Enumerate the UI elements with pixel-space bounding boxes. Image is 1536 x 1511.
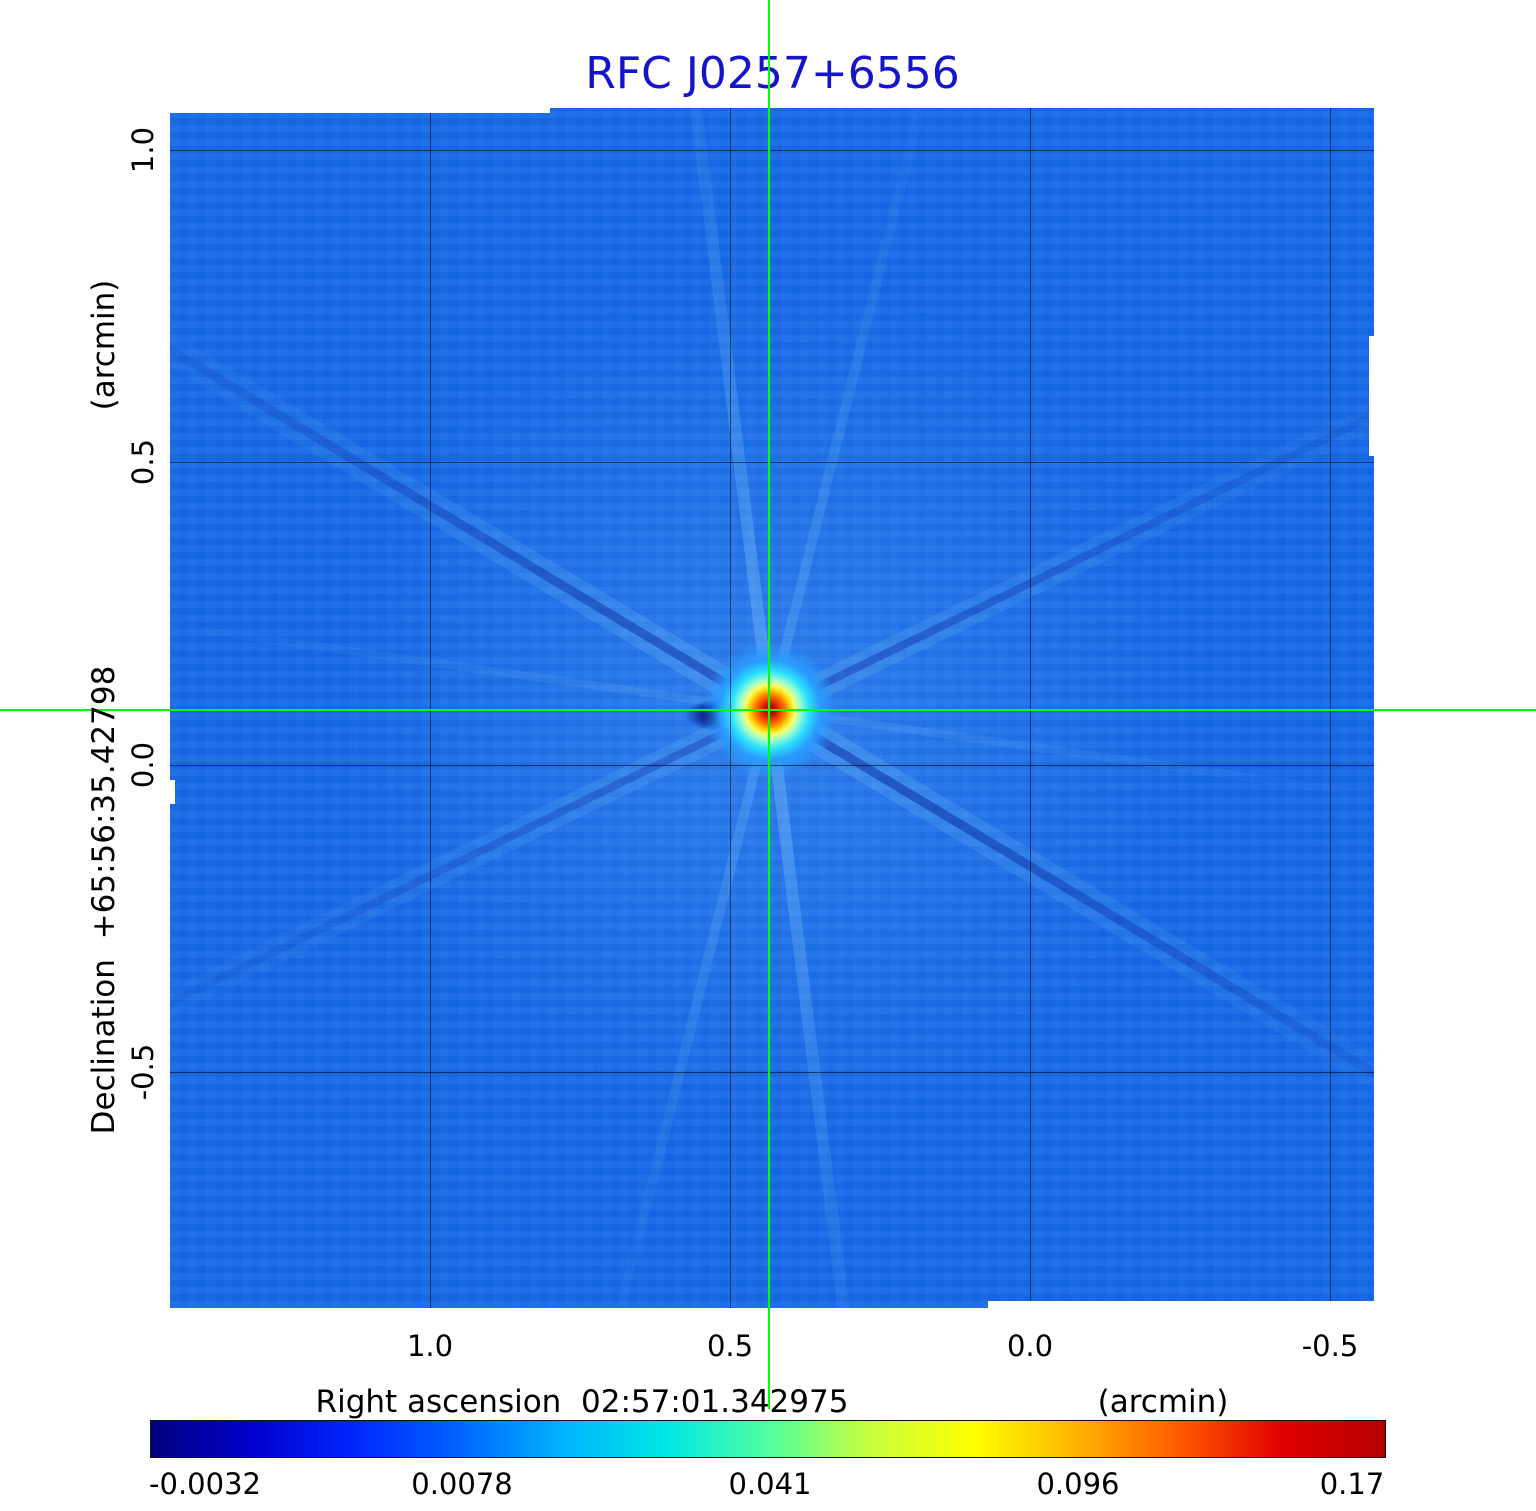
grid-line-vertical <box>730 108 731 1308</box>
y-tick-label: 0.5 <box>126 438 160 486</box>
colorbar-tick-label: 0.041 <box>728 1467 812 1501</box>
page-title: RFC J0257+6556 <box>585 48 960 99</box>
x-tick-label: 1.0 <box>406 1329 454 1363</box>
image-edge-artifact <box>1369 336 1374 456</box>
x-tick-label: 0.5 <box>706 1329 754 1363</box>
x-tick-label: -0.5 <box>1301 1329 1359 1363</box>
x-tick-label: 0.0 <box>1006 1329 1054 1363</box>
y-tick-label: 1.0 <box>126 126 160 174</box>
colorbar-tick-label: -0.0032 <box>149 1467 261 1501</box>
x-axis-unit-label: (arcmin) <box>1097 1384 1229 1420</box>
y-tick-label: -0.5 <box>126 1043 160 1101</box>
grid-line-horizontal <box>170 1072 1374 1073</box>
colorbar-tick-label: 0.0078 <box>411 1467 513 1501</box>
x-axis-label: Right ascension 02:57:01.342975 <box>315 1384 849 1420</box>
y-axis-unit-label: (arcmin) <box>86 279 122 411</box>
colorbar-tick-label: 0.096 <box>1036 1467 1120 1501</box>
grid-line-horizontal <box>170 765 1374 766</box>
image-edge-artifact <box>170 108 550 113</box>
image-edge-artifact <box>988 1301 1374 1308</box>
grid-line-horizontal <box>170 462 1374 463</box>
y-tick-label: 0.0 <box>126 741 160 789</box>
y-axis-label: Declination +65:56:35.42798 <box>86 665 122 1135</box>
colorbar-tick-label: 0.17 <box>1319 1467 1385 1501</box>
crosshair-horizontal-line <box>0 709 1536 711</box>
sky-image <box>170 108 1374 1308</box>
grid-line-vertical <box>430 108 431 1308</box>
grid-line-horizontal <box>170 150 1374 151</box>
crosshair-vertical-line <box>768 0 770 1409</box>
colorbar <box>150 1420 1386 1458</box>
grid-line-vertical <box>1330 108 1331 1308</box>
grid-line-vertical <box>1030 108 1031 1308</box>
image-edge-artifact <box>170 780 175 804</box>
colorbar-gradient <box>151 1421 1385 1457</box>
